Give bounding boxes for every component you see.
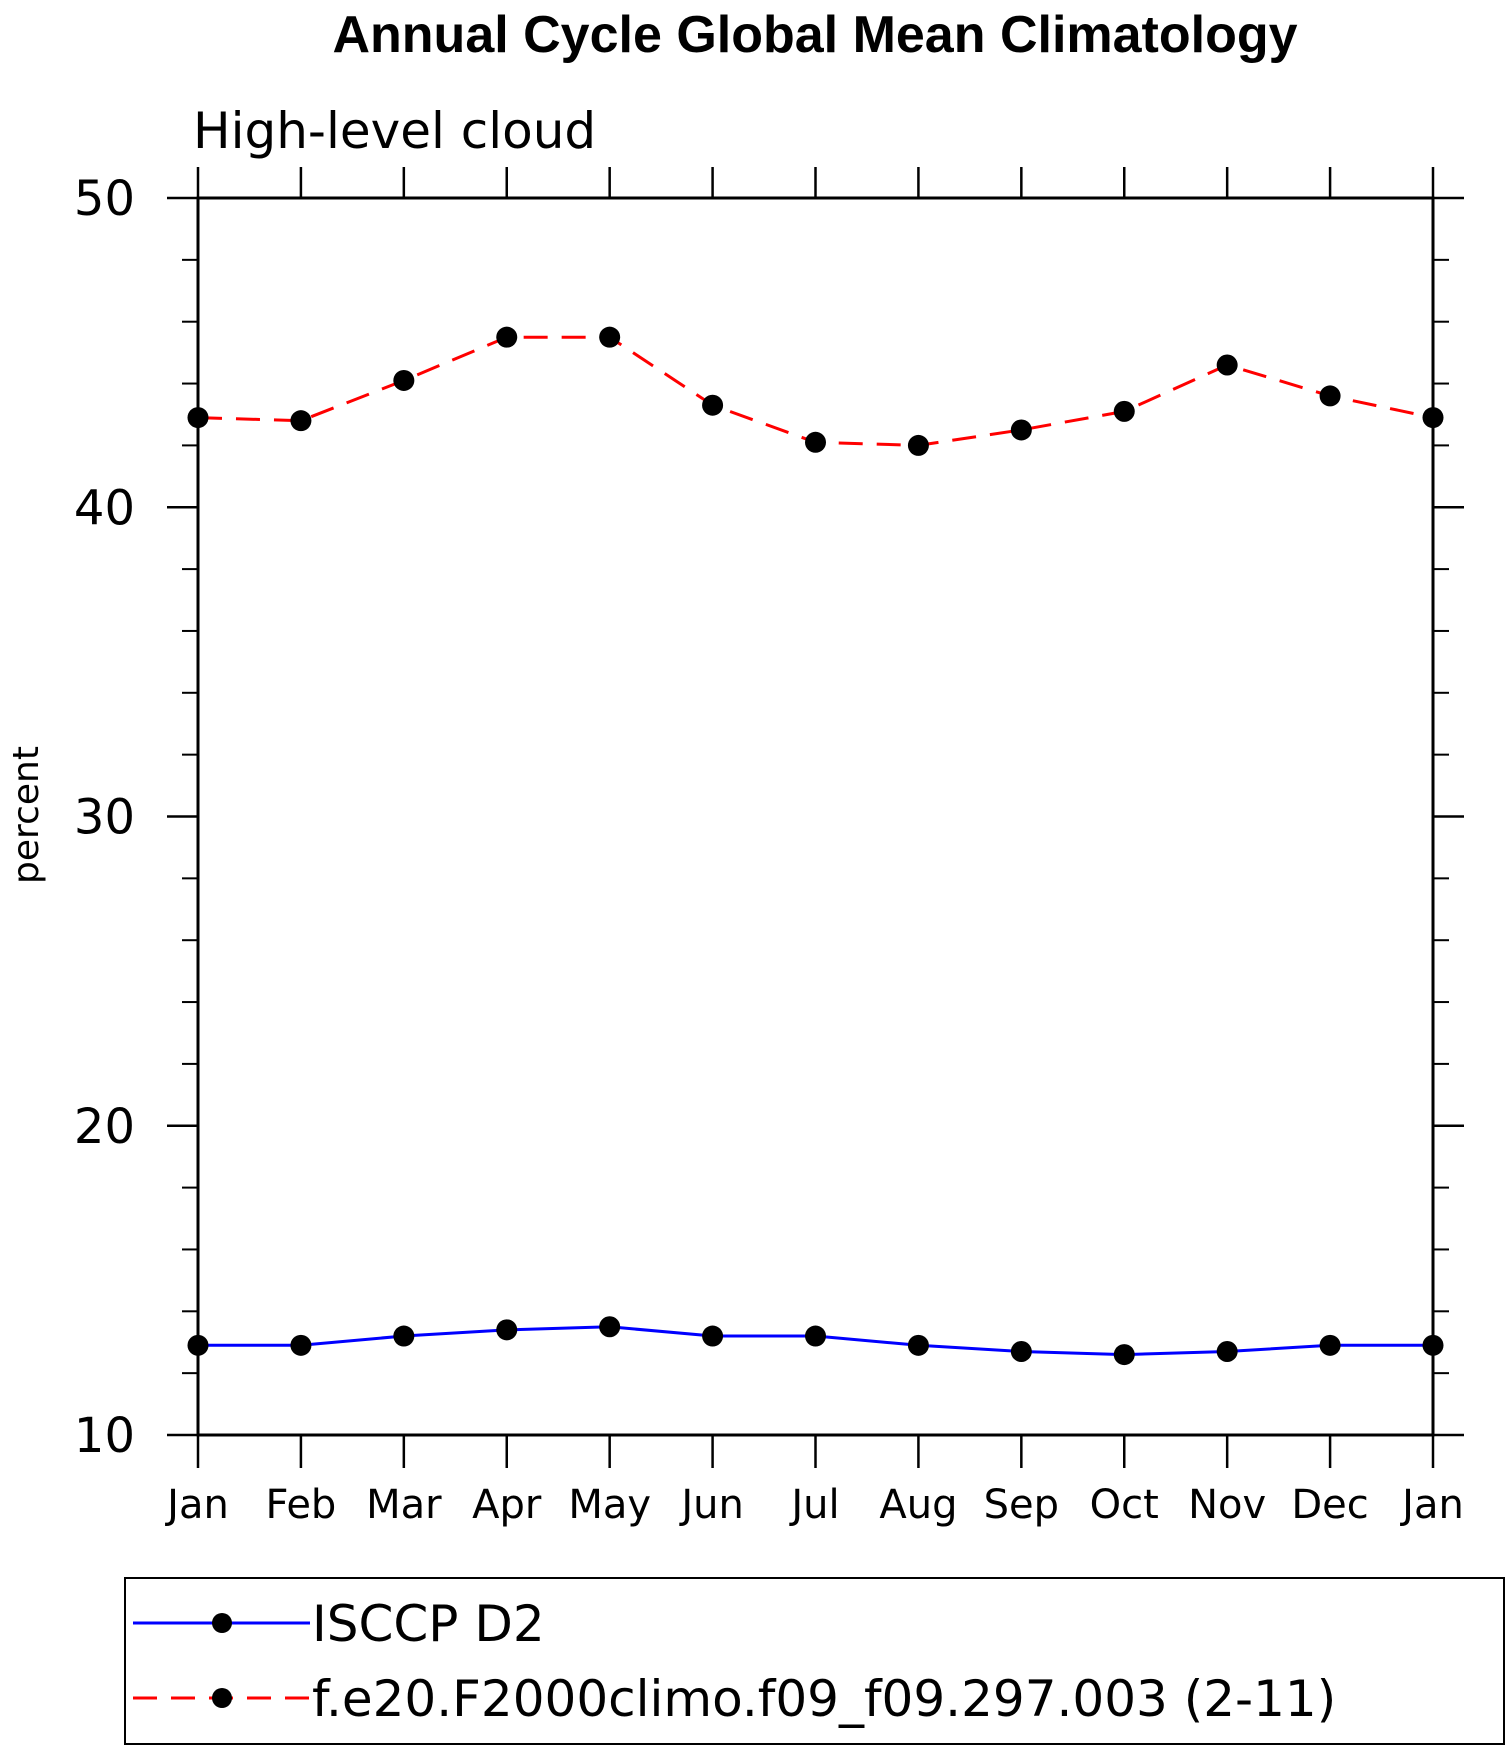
data-point [290,410,312,432]
chart-subtitle: High-level cloud [193,102,596,160]
data-point [1319,1334,1341,1356]
data-point [1216,354,1238,376]
data-point [1113,1344,1135,1366]
data-point [187,407,209,429]
x-tick-label: Mar [366,1482,442,1528]
legend-label-model: f.e20.F2000climo.f09_f09.297.003 (2-11) [312,1670,1336,1728]
x-tick-label: Oct [1090,1482,1159,1528]
data-point [702,1325,724,1347]
data-point [1010,1341,1032,1363]
legend-marker-isccp [212,1613,232,1633]
data-point [907,434,929,456]
legend-marker-model [212,1688,232,1708]
legend-box [124,1577,1505,1745]
chart-title: Annual Cycle Global Mean Climatology [332,6,1297,64]
x-tick-label: Apr [472,1482,542,1528]
data-point [187,1334,209,1356]
data-point [599,326,621,348]
axis-ticks [167,167,1464,1468]
x-tick-label: Nov [1188,1482,1266,1528]
legend: ISCCP D2 f.e20.F2000climo.f09_f09.297.00… [124,1577,1505,1745]
data-point [1010,419,1032,441]
y-tick-label: 50 [74,171,135,227]
x-tick-label: Jun [678,1482,744,1528]
x-tick-label: Feb [266,1482,337,1528]
y-tick-label: 30 [74,790,135,846]
data-point [1113,400,1135,422]
data-point [599,1316,621,1338]
x-tick-label: Jan [164,1482,229,1528]
x-tick-label: Sep [984,1482,1059,1528]
plot-frame [196,196,1435,1437]
data-point [496,1319,518,1341]
y-tick-label: 40 [74,480,135,536]
x-tick-label: May [568,1482,651,1528]
series-line-1 [197,335,1434,447]
data-point [702,394,724,416]
x-tick-label: Jan [1399,1482,1464,1528]
data-point [393,369,415,391]
data-point [393,1325,415,1347]
x-tick-labels: Jan Feb Mar Apr May Jun Jul Aug Sep Oct Nov Dec Jan [164,1482,1464,1528]
x-tick-label: Jul [788,1482,839,1528]
x-tick-label: Dec [1291,1482,1368,1528]
data-point [290,1334,312,1356]
data-point [496,326,518,348]
data-point [907,1334,929,1356]
data-point [805,431,826,453]
y-tick-label: 20 [74,1099,135,1155]
series-layer [187,326,1444,1366]
data-point [1216,1341,1238,1363]
y-tick-labels: 10 20 30 40 50 [74,171,135,1464]
legend-label-isccp: ISCCP D2 [312,1595,545,1653]
data-point [805,1325,826,1347]
x-tick-label: Aug [879,1482,957,1528]
y-tick-label: 10 [74,1408,135,1464]
data-point [1319,385,1341,407]
data-point [1422,1334,1444,1356]
y-axis-label: percent [6,746,47,884]
data-point [1422,407,1444,429]
